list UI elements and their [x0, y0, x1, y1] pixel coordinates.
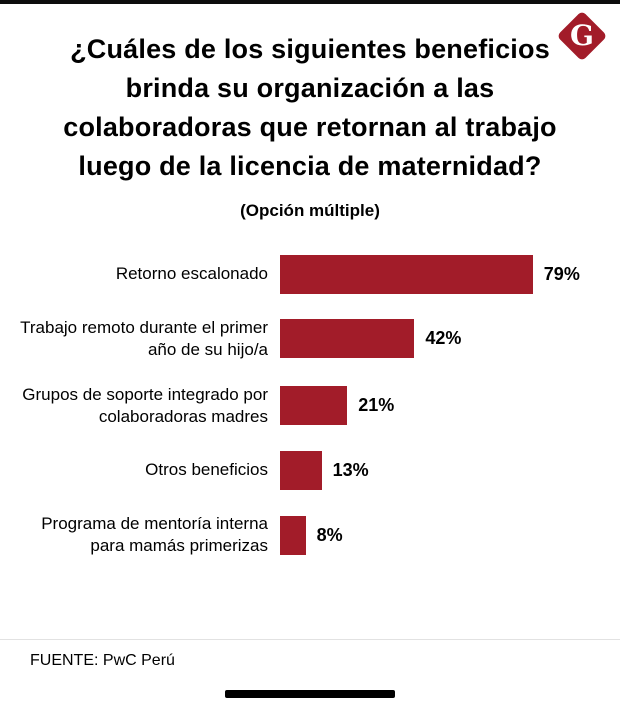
bar-row: Trabajo remoto durante el primer año de …	[18, 317, 610, 361]
bar-label: Otros beneficios	[145, 460, 268, 480]
footer-divider	[0, 639, 620, 640]
bar-value: 8%	[316, 524, 343, 545]
bar-label: Trabajo remoto durante el primer año de …	[20, 317, 268, 359]
bar-value: 13%	[332, 459, 369, 480]
bar	[280, 515, 306, 555]
chart-title: ¿Cuáles de los siguientes beneficios bri…	[63, 34, 557, 182]
bar-track: 42%	[280, 319, 610, 359]
bar-track: 21%	[280, 386, 610, 426]
bar-row: Grupos de soporte integrado por colabora…	[18, 384, 610, 428]
chart-subtitle: (Opción múltiple)	[240, 200, 380, 220]
logo-letter-g: G	[570, 19, 594, 52]
bar-chart: Retorno escalonado 79% Trabajo remoto du…	[0, 254, 620, 558]
bar-track: 79%	[280, 254, 610, 294]
bar-row: Otros beneficios 13%	[18, 450, 610, 490]
bar-label: Retorno escalonado	[115, 264, 268, 284]
bottom-black-bar	[225, 690, 395, 698]
bar	[280, 386, 348, 426]
top-rule	[0, 0, 620, 4]
bar-row: Retorno escalonado 79%	[18, 254, 610, 294]
bar-label: Grupos de soporte integrado por colabora…	[22, 384, 268, 426]
bar-track: 8%	[280, 515, 610, 555]
bar-value: 21%	[358, 395, 395, 416]
bar-row: Programa de mentoría interna para mamás …	[18, 513, 610, 557]
gestion-logo: G	[556, 10, 608, 62]
bar-value: 79%	[543, 263, 580, 284]
bar-label: Programa de mentoría interna para mamás …	[41, 513, 268, 556]
bar-track: 13%	[280, 450, 610, 490]
bar	[280, 450, 322, 490]
bar	[280, 319, 415, 359]
bar-value: 42%	[425, 328, 462, 349]
bar	[280, 254, 533, 294]
source-text: FUENTE: PwC Perú	[30, 652, 175, 669]
